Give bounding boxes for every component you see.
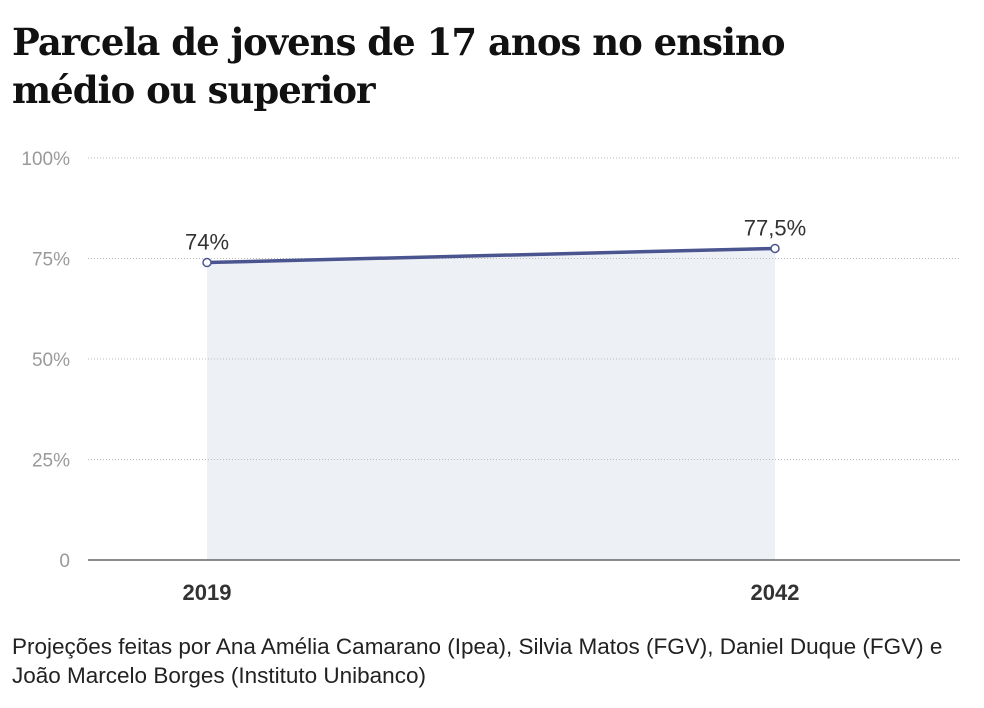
data-point xyxy=(202,257,212,268)
y-tick-label: 0 xyxy=(59,551,70,572)
data-label: 77,5% xyxy=(744,215,806,240)
chart-title: Parcela de jovens de 17 anos no ensino m… xyxy=(12,20,786,112)
chart: 0 25% 50% 75% 100% 74% 2019 77,5% 2042 xyxy=(21,149,960,605)
y-tick-label: 75% xyxy=(32,250,70,271)
data-label: 74% xyxy=(185,230,229,255)
area-fill xyxy=(207,248,775,560)
y-tick-label: 50% xyxy=(32,350,70,371)
data-point xyxy=(770,243,780,254)
footnote: Projeções feitas por Ana Amélia Camarano… xyxy=(12,634,943,688)
y-tick-label: 25% xyxy=(32,451,70,472)
series-line xyxy=(206,246,776,265)
y-tick-label: 100% xyxy=(21,149,70,170)
x-tick-label: 2042 xyxy=(751,580,800,605)
x-tick-label: 2019 xyxy=(183,580,232,605)
